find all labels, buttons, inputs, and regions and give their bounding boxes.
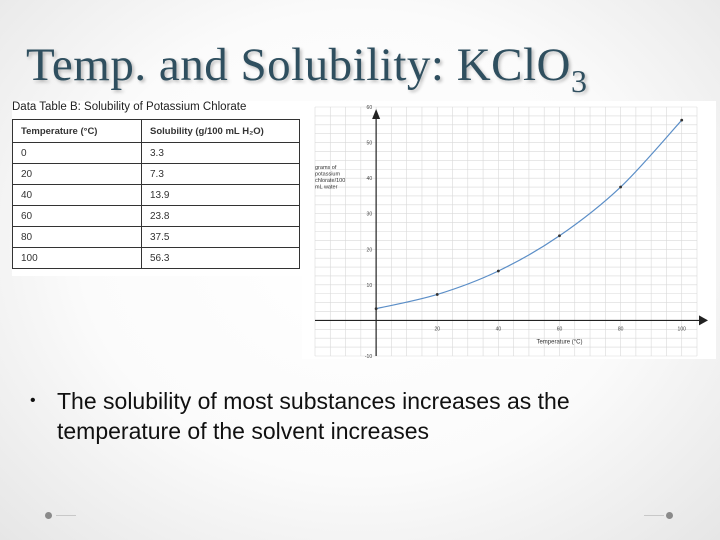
slide-title: Temp. and Solubility: KClO3: [26, 38, 588, 99]
footer-line-left: [56, 515, 76, 516]
bullet-text: The solubility of most substances increa…: [57, 388, 570, 444]
x-tick-label: 40: [496, 326, 502, 332]
y-tick-label: 20: [367, 247, 373, 253]
data-point: [680, 118, 684, 122]
cell-temperature: 0: [12, 142, 142, 164]
y-tick-label: 50: [367, 141, 373, 147]
header-solubility: Solubility (g/100 mL H₂O): [141, 119, 300, 143]
data-point: [558, 234, 561, 238]
footer-dot-right-icon: [666, 512, 673, 519]
cell-temperature: 80: [12, 226, 142, 248]
footer-dot-left-icon: [45, 512, 52, 519]
table-header-row: Temperature (°C) Solubility (g/100 mL H₂…: [12, 119, 300, 143]
bullet-point: • The solubility of most substances incr…: [30, 386, 700, 446]
y-axis-arrow-icon: [372, 109, 381, 119]
cell-solubility: 13.9: [141, 184, 300, 206]
solubility-table: Temperature (°C) Solubility (g/100 mL H₂…: [12, 119, 300, 269]
chart-background: [302, 101, 716, 359]
y-tick-label: 30: [367, 212, 373, 218]
y-axis-label-line: mL water: [315, 185, 338, 191]
header-temperature: Temperature (°C): [12, 119, 142, 143]
y-tick-label: -10: [365, 354, 372, 359]
y-axis-label-line: grams of: [315, 165, 337, 171]
table-row: 0 3.3: [12, 142, 300, 164]
cell-solubility: 3.3: [141, 142, 300, 164]
y-tick-label: 10: [367, 283, 373, 289]
data-point: [435, 293, 439, 296]
table-row: 60 23.8: [12, 205, 300, 227]
chart-grid: [314, 106, 698, 357]
data-point: [496, 269, 500, 273]
cell-temperature: 60: [12, 205, 142, 227]
y-axis-label-line: potassium: [315, 172, 340, 178]
x-axis-label: Temperature (°C): [536, 339, 582, 345]
table-row: 40 13.9: [12, 184, 300, 206]
bullet-dot-icon: •: [30, 392, 36, 409]
table-row: 80 37.5: [12, 226, 300, 248]
cell-solubility: 7.3: [141, 163, 300, 185]
solubility-chart: 20 40 60 80 100 -10 10 20 30 40 50 60 grams of potas…: [302, 101, 716, 359]
table-row: 20 7.3: [12, 163, 300, 185]
cell-solubility: 56.3: [141, 247, 300, 269]
cell-temperature: 20: [12, 163, 142, 185]
cell-solubility: 23.8: [141, 205, 300, 227]
cell-temperature: 40: [12, 184, 142, 206]
title-main: Temp. and Solubility: KClO: [26, 39, 571, 91]
x-tick-label: 80: [618, 326, 624, 332]
table-caption: Data Table B: Solubility of Potassium Ch…: [12, 101, 247, 113]
chart-axes: [315, 109, 708, 356]
data-point: [374, 307, 378, 311]
data-point: [619, 185, 622, 189]
chart-tick-labels: 20 40 60 80 100 -10 10 20 30 40 50 60: [365, 105, 686, 359]
y-tick-label: 40: [367, 176, 373, 182]
x-tick-label: 20: [434, 326, 440, 332]
cell-temperature: 100: [12, 247, 142, 269]
y-tick-label: 60: [367, 105, 373, 111]
chart-series: [374, 118, 684, 311]
y-axis-label: grams of potassium chlorate/100 mL water: [315, 165, 345, 191]
x-axis-arrow-icon: [699, 315, 708, 326]
x-tick-label: 60: [557, 326, 563, 332]
solubility-table-panel: Data Table B: Solubility of Potassium Ch…: [12, 101, 302, 276]
y-axis-label-line: chlorate/100: [315, 178, 345, 184]
title-subscript: 3: [571, 63, 588, 99]
footer-line-right: [644, 515, 664, 516]
x-tick-label: 100: [678, 326, 687, 332]
cell-solubility: 37.5: [141, 226, 300, 248]
table-row: 100 56.3: [12, 247, 300, 269]
